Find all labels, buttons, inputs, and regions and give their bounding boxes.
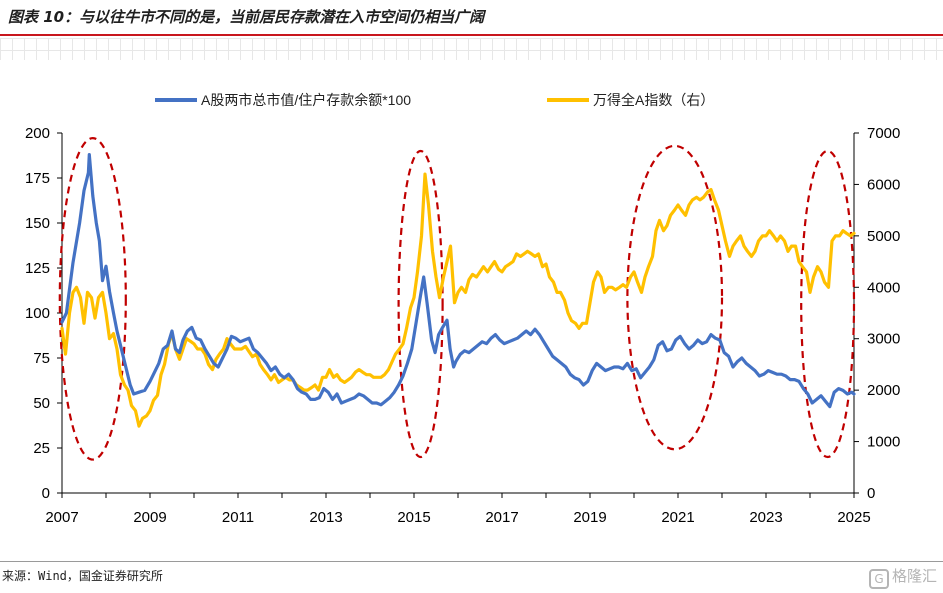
legend-label-series2: 万得全A指数（右）	[593, 92, 714, 108]
highlight-ellipse	[58, 137, 127, 461]
x-tick-label: 2023	[749, 509, 782, 526]
chart-svg: A股两市总市值/住户存款余额*100 万得全A指数（右） 200 175 150 12…	[25, 92, 900, 526]
y-left-tick-label: 25	[33, 440, 50, 457]
x-tick-label: 2021	[661, 509, 694, 526]
axes: 200 175 150 125 100 75 50 25 0 7000 6000 5000 4000 30…	[25, 125, 900, 526]
x-tick-label: 2009	[133, 509, 166, 526]
y-left-tick-label: 50	[33, 395, 50, 412]
y-left-tick-label: 75	[33, 350, 50, 367]
grid-background	[0, 38, 943, 60]
title-rule	[0, 34, 943, 36]
highlight-ellipse	[397, 149, 444, 459]
x-tick-label: 2025	[837, 509, 870, 526]
logo-g-icon: G	[868, 569, 889, 589]
y-right-tick-label: 2000	[867, 382, 900, 399]
y-right-tick-label: 1000	[867, 434, 900, 451]
y-left-tick-label: 175	[25, 170, 50, 187]
y-left-tick-label: 125	[25, 260, 50, 277]
x-tick-label: 2019	[573, 509, 606, 526]
y-right-tick-label: 5000	[867, 228, 900, 245]
y-right-tick-label: 7000	[867, 125, 900, 142]
series-line-wind-a-index	[60, 172, 856, 428]
source-note: 来源：Wind，国金证券研究所	[2, 569, 163, 583]
highlight-ellipse	[800, 149, 856, 459]
y-right-tick-label: 4000	[867, 279, 900, 296]
x-tick-label: 2011	[222, 509, 254, 526]
legend-label-series1: A股两市总市值/住户存款余额*100	[201, 92, 411, 108]
x-tick-label: 2013	[309, 509, 342, 526]
x-tick-label: 2007	[45, 509, 78, 526]
y-left-tick-label: 200	[25, 125, 50, 142]
watermark-logo: G 格隆汇	[868, 565, 937, 589]
y-right-tick-label: 0	[867, 485, 875, 502]
legend: A股两市总市值/住户存款余额*100 万得全A指数（右）	[155, 92, 714, 108]
y-right-tick-label: 3000	[867, 331, 900, 348]
figure-title: 图表 10：与以往牛市不同的是，当前居民存款潜在入市空间仍相当广阔	[8, 8, 485, 26]
x-tick-label: 2017	[485, 509, 518, 526]
series-line-market-cap-ratio	[60, 153, 856, 409]
x-tick-label: 2015	[397, 509, 430, 526]
y-left-tick-label: 150	[25, 215, 50, 232]
y-right-tick-label: 6000	[867, 176, 900, 193]
y-left-tick-label: 0	[42, 485, 50, 502]
y-left-tick-label: 100	[25, 305, 50, 322]
footer-rule	[0, 561, 943, 562]
series-lines	[60, 153, 856, 428]
logo-text: 格隆汇	[891, 567, 937, 585]
